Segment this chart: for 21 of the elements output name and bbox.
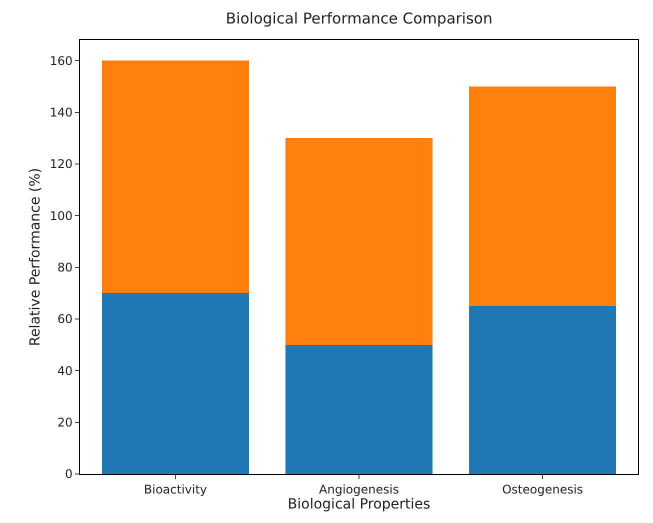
y-tick-label: 120 xyxy=(50,157,73,172)
x-tick-label: Osteogenesis xyxy=(502,482,584,496)
y-axis-title: Relative Performance (%) xyxy=(27,168,44,346)
bar xyxy=(102,293,249,474)
bar xyxy=(469,306,616,474)
bar xyxy=(102,60,249,294)
y-tick-label: 40 xyxy=(57,364,73,378)
x-axis-title: Biological Properties xyxy=(288,496,430,512)
bar xyxy=(286,344,432,474)
y-tick-label: 160 xyxy=(50,54,73,68)
bar xyxy=(469,86,616,306)
y-tick-label: 100 xyxy=(50,208,73,223)
y-tick-label: 0 xyxy=(64,467,73,482)
y-tick-label: 140 xyxy=(50,106,73,120)
bar xyxy=(286,138,432,345)
chart-title: Biological Performance Comparison xyxy=(226,10,492,28)
x-tick-label: Bioactivity xyxy=(144,482,208,496)
y-tick-label: 20 xyxy=(57,416,73,430)
y-tick-label: 80 xyxy=(57,260,73,275)
y-tick-label: 60 xyxy=(57,312,73,326)
x-tick-label: Angiogenesis xyxy=(319,482,399,496)
